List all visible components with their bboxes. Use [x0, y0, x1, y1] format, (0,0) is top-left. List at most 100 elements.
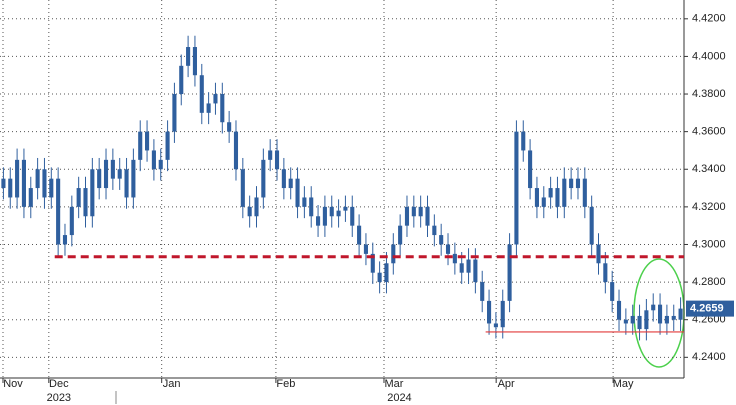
candle-body: [90, 169, 95, 217]
candle-body: [49, 178, 54, 198]
candle-body: [377, 272, 382, 283]
candle-body: [288, 178, 293, 189]
candle-body: [575, 178, 581, 189]
candle-body: [240, 169, 245, 207]
candle-body: [274, 150, 280, 170]
candle-body: [507, 244, 512, 301]
candle-body: [35, 169, 40, 189]
candle-body: [432, 225, 437, 236]
candle-body: [281, 169, 286, 189]
candle-body: [145, 131, 150, 151]
candle-body: [589, 206, 594, 245]
candle-body: [452, 253, 457, 264]
candle-body: [350, 206, 355, 226]
x-tick-label: Jan: [163, 378, 181, 390]
candle-body: [644, 310, 649, 330]
candle-body: [172, 94, 177, 132]
x-tick-label: Apr: [498, 378, 515, 390]
x-tick-label: Dec: [49, 378, 69, 390]
y-tick-label: 4.3400: [692, 163, 726, 175]
y-tick-label: 4.3200: [692, 201, 726, 213]
y-tick-label: 4.3800: [692, 88, 726, 100]
candle-body: [658, 304, 663, 324]
y-tick-label: 4.2600: [692, 314, 726, 326]
candle-body: [69, 206, 74, 236]
candle-body: [302, 197, 307, 207]
candle-body: [370, 253, 375, 273]
candle-body: [42, 169, 47, 198]
candle-body: [555, 188, 560, 207]
year-label: 2023: [47, 392, 71, 404]
candle-body: [254, 197, 259, 217]
candle-body: [569, 178, 574, 189]
candle-body: [610, 282, 615, 301]
candle-body: [220, 94, 225, 123]
candle-body: [206, 103, 211, 113]
candle-body: [76, 188, 81, 207]
year-label: 2024: [387, 392, 411, 404]
candle-body: [521, 131, 526, 151]
candle-body: [500, 300, 505, 328]
y-tick-label: 4.2800: [692, 276, 726, 288]
candle-body: [56, 178, 61, 245]
candle-body: [384, 263, 389, 283]
candle-body: [623, 319, 628, 324]
x-tick-label: Feb: [276, 378, 295, 390]
candle-body: [637, 315, 642, 330]
candle-body: [21, 159, 26, 207]
candle-body: [466, 259, 471, 273]
candle-body: [138, 131, 143, 160]
candle-body: [179, 65, 184, 95]
candle-body: [616, 300, 622, 320]
candle-body: [391, 244, 396, 264]
candle-body: [268, 150, 273, 160]
candle-body: [418, 206, 423, 217]
candle-body: [247, 206, 252, 217]
candle-body: [493, 323, 498, 328]
candle-body: [103, 159, 109, 189]
candle-body: [316, 216, 321, 226]
y-tick-label: 4.2400: [692, 351, 726, 363]
last-price-label: 4.2659: [690, 303, 724, 315]
candle-body: [363, 244, 368, 254]
candle-body: [336, 210, 341, 217]
candle-body: [117, 169, 122, 179]
candle-body: [158, 159, 163, 170]
candle-body: [165, 131, 170, 160]
candle-body: [261, 159, 266, 198]
candle-body: [15, 159, 20, 198]
candle-body: [514, 131, 519, 245]
candle-body: [192, 47, 197, 76]
candle-body: [62, 235, 68, 245]
candle-body: [151, 150, 156, 170]
candle-body: [28, 188, 33, 207]
candle-body: [213, 94, 218, 104]
candle-body: [445, 244, 451, 254]
candle-body: [199, 75, 204, 113]
candle-body: [582, 178, 587, 207]
candle-body: [630, 315, 635, 324]
candle-body: [233, 131, 239, 170]
candle-body: [1, 178, 6, 189]
y-tick-label: 4.4200: [692, 13, 726, 25]
candle-body: [596, 244, 601, 264]
last-price-tag: [686, 300, 734, 317]
candle-body: [480, 282, 485, 301]
candle-body: [548, 188, 553, 198]
candle-body: [404, 206, 410, 226]
candle-body: [473, 259, 478, 283]
candle-body: [186, 47, 191, 66]
y-tick-label: 4.3000: [692, 238, 726, 250]
candle-body: [124, 169, 129, 198]
candle-body: [439, 235, 444, 245]
candle-body: [487, 300, 492, 324]
candle-body: [295, 178, 300, 207]
candle-body: [671, 315, 676, 320]
candle-body: [664, 315, 669, 324]
candle-body: [97, 169, 102, 189]
candle-body: [309, 197, 314, 217]
y-tick-label: 4.3600: [692, 126, 726, 138]
candle-body: [528, 150, 533, 189]
